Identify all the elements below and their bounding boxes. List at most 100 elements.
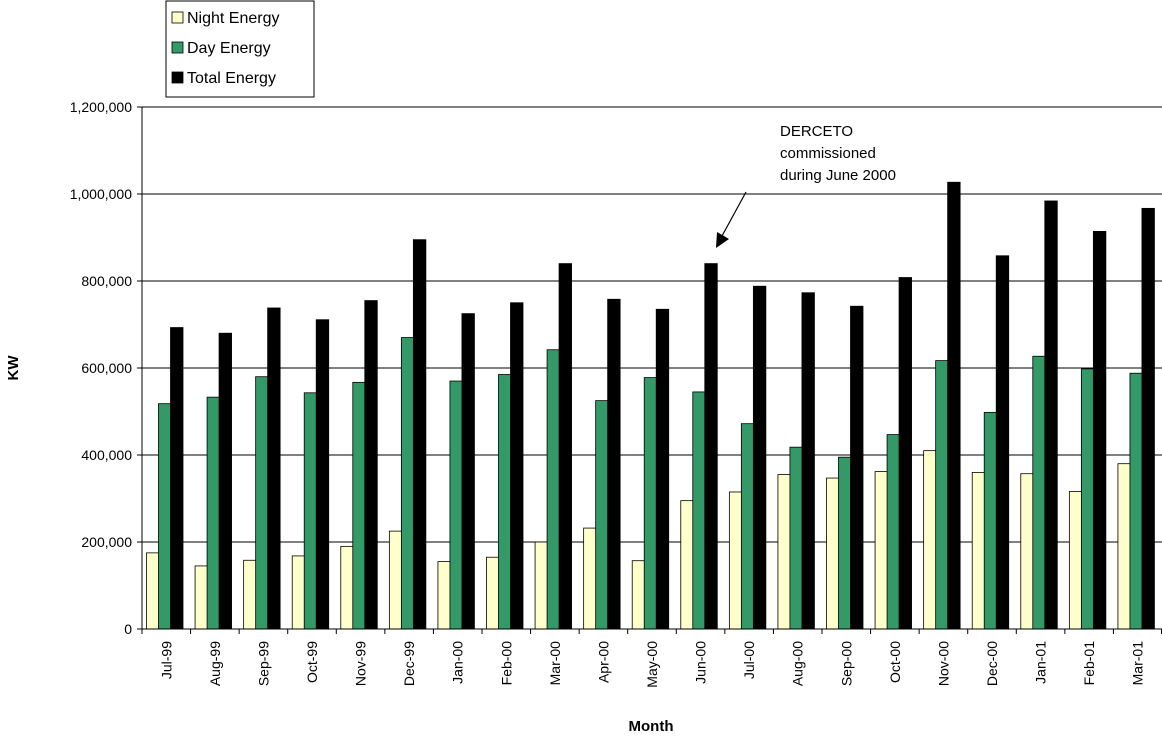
y-tick-label: 400,000 [81,447,132,463]
bar-total-energy [655,308,670,630]
bar-day-energy [789,446,803,630]
x-tick-label: Sep-00 [838,641,854,686]
bar-day-energy [595,400,609,630]
bar-total-energy [947,181,961,630]
legend-label: Day Energy [187,40,271,57]
bar-night-energy [777,474,791,630]
annotation-text: DERCETO [780,123,853,140]
bar-total-energy [995,255,1010,630]
bar-total-energy [607,298,621,630]
x-tick-label: Mar-01 [1130,641,1146,686]
x-tick-label: Oct-99 [304,641,320,683]
bar-day-energy [400,337,415,630]
y-tick-label: 800,000 [81,273,132,289]
arrowhead-icon [716,232,729,248]
x-tick-label: Mar-00 [547,641,563,686]
bar-day-energy [1032,355,1046,630]
bar-night-energy [194,565,208,630]
x-axis-title: Month [629,718,674,735]
x-tick-label: Feb-00 [498,641,514,686]
bar-total-energy [752,285,767,630]
bar-night-energy [437,561,451,630]
axes [137,106,1162,634]
bar-night-energy [631,560,646,630]
legend-box [165,0,315,98]
bar-total-energy [1092,231,1107,630]
bar-night-energy [486,556,500,630]
bar-night-energy [534,541,548,630]
x-tick-label: Apr-00 [595,641,611,683]
bar-night-energy [1068,491,1083,630]
bar-night-energy [1020,473,1034,630]
bar-total-energy [412,239,427,630]
x-tick-label: Dec-99 [401,641,417,686]
legend-swatch [171,41,184,54]
bar-total-energy [704,263,718,630]
tick-labels: 0 200,000 400,000 600,000 800,000 1,000,000 1,… [70,99,1146,688]
x-tick-label: Aug-99 [207,641,223,686]
bar-day-energy [838,456,852,630]
bar-total-energy [898,277,912,630]
bar-day-energy [740,423,755,630]
annotation: DERCETO commissioned during June 2000 [716,123,896,248]
bar-night-energy [388,530,403,630]
legend-swatch [171,71,184,84]
bar-total-energy [315,319,330,630]
x-tick-label: Jan-00 [450,641,466,684]
x-tick-label: Nov-99 [353,641,369,686]
bar-day-energy [303,392,318,630]
x-tick-label: Oct-00 [887,641,903,683]
bar-day-energy [255,376,269,630]
bar-day-energy [1129,372,1143,630]
bar-night-energy [923,450,937,630]
y-tick-label: 0 [124,621,132,637]
bar-day-energy [158,403,172,630]
x-tick-label: Jun-00 [693,641,709,684]
bar-night-energy [728,491,743,630]
x-tick-label: Sep-99 [255,641,271,686]
bar-total-energy [1141,207,1155,630]
y-tick-label: 1,200,000 [70,99,132,115]
bar-night-energy [874,471,888,630]
bar-day-energy [886,434,900,630]
y-tick-label: 1,000,000 [70,186,132,202]
bar-day-energy [692,391,706,630]
legend: Night Energy Day Energy Total Energy [165,0,315,98]
bar-day-energy [449,380,463,630]
bar-day-energy [643,377,658,630]
bar-night-energy [680,500,694,630]
bar-day-energy [352,381,366,630]
legend-label: Total Energy [187,70,276,87]
bar-night-energy [146,552,160,630]
annotation-text: during June 2000 [780,167,896,184]
annotation-text: commissioned [780,145,876,162]
bar-night-energy [826,477,840,630]
bar-total-energy [801,292,815,630]
bar-day-energy [206,396,220,630]
bar-night-energy [971,471,986,630]
x-tick-label: Jan-01 [1033,641,1049,684]
bar-total-energy [558,263,572,630]
bar-night-energy [243,559,257,630]
x-tick-label: Jul-00 [741,641,757,679]
y-tick-label: 200,000 [81,534,132,550]
bar-total-energy [461,313,475,630]
bars [146,181,1155,630]
x-tick-label: Feb-01 [1081,641,1097,686]
legend-label: Night Energy [187,10,280,27]
bar-night-energy [1117,463,1131,630]
bar-day-energy [498,374,512,630]
bar-total-energy [218,332,232,630]
bar-night-energy [291,555,306,630]
bar-total-energy [267,307,281,630]
x-tick-label: Dec-00 [984,641,1000,686]
y-axis-title: KW [5,355,22,381]
bar-night-energy [340,545,354,630]
annotation-arrow [721,191,747,237]
bar-day-energy [935,360,949,630]
bar-day-energy [1080,368,1095,630]
bar-total-energy [510,302,524,630]
x-tick-label: Nov-00 [935,641,951,686]
